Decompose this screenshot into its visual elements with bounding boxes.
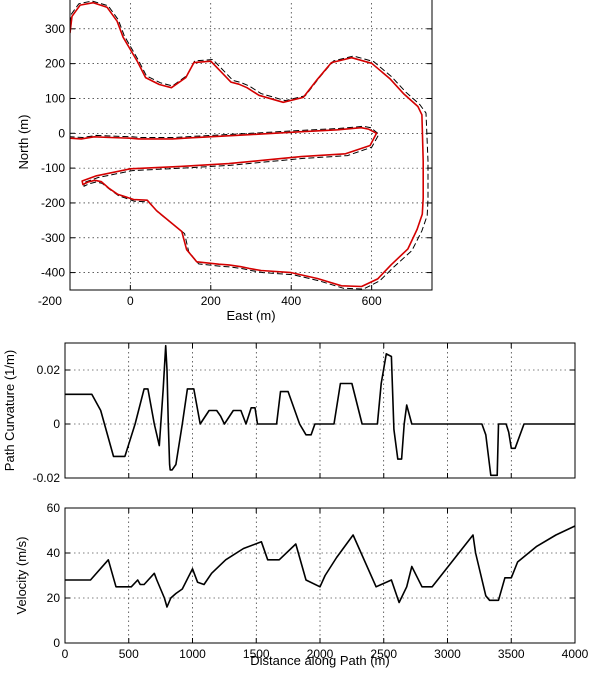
chart-0-plot-frame [69, 0, 433, 291]
chart-0-y-tick-label: -100 [41, 161, 65, 175]
chart-2-y-tick-label: 0 [53, 636, 60, 650]
chart-0-x-axis-title: East (m) [226, 308, 275, 323]
chart-0-x-tick-label: 400 [281, 294, 301, 308]
chart-2-x-tick-label: 1500 [243, 647, 270, 661]
chart-1-y-tick-label: -0.02 [33, 471, 61, 485]
chart-2-y-axis-title: Velocity (m/s) [14, 536, 29, 614]
chart-0-series-0-line [70, 0, 429, 290]
chart-1-plot-frame [64, 342, 576, 479]
chart-1-y-tick-label: 0 [53, 417, 60, 431]
chart-2-series-0-line [65, 525, 575, 608]
chart-2-plot-frame [64, 507, 576, 644]
chart-0-y-tick-label: 0 [58, 126, 65, 140]
chart-0-x-tick-label: 600 [362, 294, 382, 308]
chart-2-y-tick-label: 40 [47, 546, 61, 560]
chart-2-x-axis-title: Distance along Path (m) [250, 653, 389, 668]
chart-2-x-tick-label: 2000 [307, 647, 334, 661]
chart-2-y-tick-label: 20 [47, 591, 61, 605]
chart-0-series-1-line [70, 1, 425, 288]
chart-0-y-tick-label: 300 [45, 22, 65, 36]
chart-2-x-tick-label: 2500 [370, 647, 397, 661]
chart-1-y-axis-title: Path Curvature (1/m) [2, 350, 17, 471]
chart-2-x-tick-label: 0 [62, 647, 69, 661]
chart-1-series-0-line [65, 344, 575, 477]
chart-2-x-tick-label: 1000 [179, 647, 206, 661]
chart-2-y-tick-label: 60 [47, 501, 61, 515]
chart-0-x-tick-label: 200 [201, 294, 221, 308]
chart-2-x-tick-label: 3000 [434, 647, 461, 661]
chart-2-x-tick-label: 500 [119, 647, 139, 661]
chart-0-y-tick-label: 200 [45, 57, 65, 71]
chart-0-y-tick-label: -400 [41, 266, 65, 280]
chart-2-x-tick-label: 4000 [562, 647, 589, 661]
chart-2-x-tick-label: 3500 [498, 647, 525, 661]
chart-0-y-tick-label: 100 [45, 91, 65, 105]
chart-0-y-axis-title: North (m) [16, 115, 31, 170]
chart-0-x-tick-label: -200 [38, 294, 62, 308]
chart-0-y-tick-label: -200 [41, 196, 65, 210]
chart-0-y-tick-label: -300 [41, 231, 65, 245]
chart-0-x-tick-label: 0 [127, 294, 134, 308]
chart-1-y-tick-label: 0.02 [37, 363, 61, 377]
